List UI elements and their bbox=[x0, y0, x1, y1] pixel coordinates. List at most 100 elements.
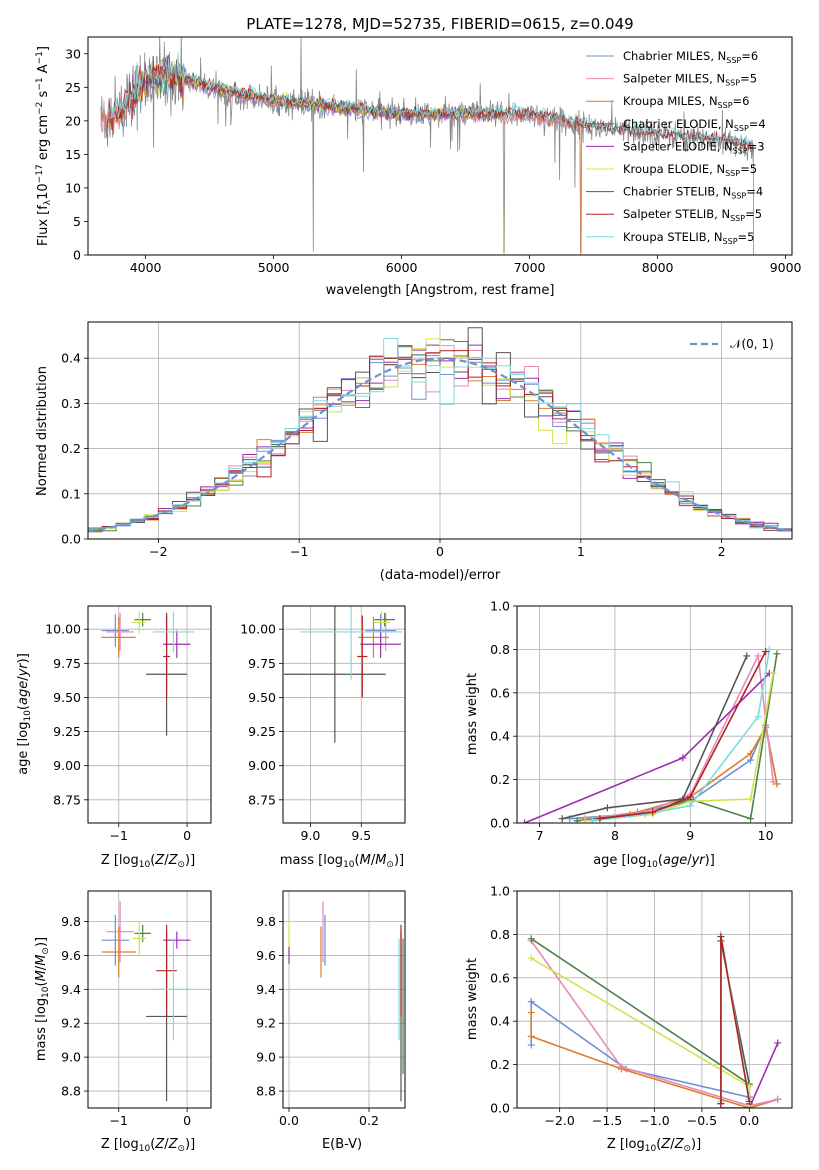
y-tick-label: 0.0 bbox=[490, 816, 510, 831]
x-tick-label: −1.0 bbox=[639, 1113, 669, 1128]
data-spectrum-line bbox=[100, 37, 754, 253]
x-tick-label: 0 bbox=[183, 1113, 191, 1128]
spectrum-legend: Chabrier MILES, NSSP=6 Salpeter MILES, NS… bbox=[586, 49, 766, 246]
y-tick-label: 9.50 bbox=[248, 690, 276, 705]
x-tick-label: −1 bbox=[110, 1113, 128, 1128]
svg-text:age [log10(age/yr)]: age [log10(age/yr)] bbox=[16, 653, 33, 775]
y-tick-label: 10.00 bbox=[45, 622, 81, 637]
x-tick-label: 4000 bbox=[130, 260, 162, 275]
y-tick-label: 8.75 bbox=[53, 792, 81, 807]
x-tick-label: 0.0 bbox=[279, 1113, 299, 1128]
panel-3-axes: 9.0 9.5 8.75 9.00 9.25 9.50 9.75 10.00 bbox=[240, 606, 405, 843]
histogram-plot bbox=[88, 327, 792, 533]
panel-0-axes: 4000 5000 6000 7000 8000 9000 0 5 10 15 20 25 30 bbox=[65, 46, 801, 275]
x-tick-label: 9000 bbox=[770, 260, 802, 275]
x-tick-label: 0 bbox=[183, 828, 191, 843]
svg-text:Z [log10(Z/Z⊙)]: Z [log10(Z/Z⊙)] bbox=[101, 1137, 195, 1154]
spectrum-x-label: wavelength [Angstrom, rest frame] bbox=[326, 283, 555, 298]
legend-label: Chabrier ELODIE, NSSP=4 bbox=[623, 117, 766, 133]
legend-normal-label: 𝒩(0, 1) bbox=[730, 337, 774, 351]
y-tick-label: 9.4 bbox=[256, 982, 276, 997]
y-tick-label: 9.2 bbox=[256, 1016, 276, 1031]
panel-7-axes: −2.0 −1.5 −1.0 −0.5 0.0 0.0 0.2 0.4 0.6 0.8 1.0 bbox=[490, 884, 792, 1128]
x-tick-label: 2 bbox=[718, 544, 726, 559]
residual-x-label: (data-model)/error bbox=[380, 568, 501, 583]
y-tick-label: 9.75 bbox=[53, 656, 81, 671]
y-tick-label: 0.2 bbox=[490, 772, 510, 787]
y-tick-label: 9.0 bbox=[61, 1050, 81, 1065]
y-tick-label: 0.8 bbox=[490, 927, 510, 942]
z-age-y-label: age [log10(age/yr)] bbox=[16, 653, 33, 775]
panel-6-frame bbox=[282, 890, 406, 1109]
massweight-age-x-label: age [log10(age/yr)] bbox=[593, 853, 715, 870]
x-tick-label: 8000 bbox=[642, 260, 674, 275]
panel-3-frame bbox=[282, 605, 406, 824]
x-tick-label: 10 bbox=[758, 828, 774, 843]
panel-6-axes: 0.0 0.2 8.8 9.0 9.2 9.4 9.6 9.8 bbox=[256, 891, 405, 1128]
y-tick-label: 20 bbox=[65, 113, 81, 128]
x-tick-label: −2 bbox=[149, 544, 167, 559]
massweight-z-y-label: mass weight bbox=[465, 958, 480, 1040]
panel-0-frame bbox=[87, 36, 793, 256]
y-tick-label: 0.6 bbox=[490, 685, 510, 700]
y-tick-label: 0 bbox=[73, 248, 81, 263]
svg-text:Z [log10(Z/Z⊙)]: Z [log10(Z/Z⊙)] bbox=[607, 1137, 701, 1154]
y-tick-label: 8.75 bbox=[248, 792, 276, 807]
y-tick-label: 9.6 bbox=[61, 948, 81, 963]
y-tick-label: 0.2 bbox=[61, 441, 81, 456]
hist-kroupa-stelib bbox=[88, 337, 792, 531]
x-tick-label: 8 bbox=[611, 828, 619, 843]
y-tick-label: 25 bbox=[65, 80, 81, 95]
x-tick-label: 9 bbox=[686, 828, 694, 843]
y-tick-label: 9.75 bbox=[248, 656, 276, 671]
y-tick-label: 0.8 bbox=[490, 642, 510, 657]
x-tick-label: 1 bbox=[577, 544, 585, 559]
y-tick-label: 9.25 bbox=[53, 724, 81, 739]
hist-salpeter-stelib bbox=[88, 350, 792, 530]
model-spectrum-kroupa-stelib bbox=[106, 52, 754, 255]
panel-2-frame bbox=[87, 605, 212, 824]
y-tick-label: 5 bbox=[73, 214, 81, 229]
x-tick-label: −1 bbox=[110, 828, 128, 843]
spectrum-y-label: Flux [fλ10−17 erg cm−2 s−1 A−1] bbox=[35, 46, 53, 246]
model-spectrum-chabrier-stelib bbox=[106, 56, 754, 255]
x-tick-label: 0 bbox=[436, 544, 444, 559]
errorbar-plot-3 bbox=[284, 606, 402, 743]
x-tick-label: 7 bbox=[536, 828, 544, 843]
svg-text:Z [log10(Z/Z⊙)]: Z [log10(Z/Z⊙)] bbox=[101, 853, 195, 870]
line-plot-4 bbox=[521, 645, 781, 823]
svg-text:mass [log10(M/M⊙)]: mass [log10(M/M⊙)] bbox=[280, 853, 404, 870]
panel-5-axes: −1 0 8.8 9.0 9.2 9.4 9.6 9.8 bbox=[61, 891, 211, 1128]
y-tick-label: 0.0 bbox=[61, 532, 81, 547]
legend-label: Salpeter ELODIE, NSSP=3 bbox=[623, 139, 765, 155]
residual-y-label: Normed distribution bbox=[35, 366, 50, 496]
y-tick-label: 9.00 bbox=[248, 758, 276, 773]
massweight-z-x-label: Z [log10(Z/Z⊙)] bbox=[607, 1137, 701, 1154]
x-tick-label: 7000 bbox=[514, 260, 546, 275]
y-tick-label: 9.0 bbox=[256, 1050, 276, 1065]
y-tick-label: 9.2 bbox=[61, 1016, 81, 1031]
series-chabrier-stelib bbox=[562, 655, 748, 820]
y-tick-label: 9.6 bbox=[256, 948, 276, 963]
x-tick-label: 0.0 bbox=[739, 1113, 759, 1128]
x-tick-label: −2.0 bbox=[544, 1113, 574, 1128]
y-tick-label: 10.00 bbox=[240, 622, 276, 637]
line-plot-7 bbox=[527, 930, 782, 1108]
panel-7-frame bbox=[516, 890, 793, 1109]
y-tick-label: 1.0 bbox=[490, 884, 510, 899]
legend-label: Salpeter MILES, NSSP=5 bbox=[623, 72, 757, 88]
y-tick-label: 0.4 bbox=[490, 1014, 510, 1029]
z-age-x-label: Z [log10(Z/Z⊙)] bbox=[101, 853, 195, 870]
legend-label: Kroupa ELODIE, NSSP=5 bbox=[623, 162, 757, 178]
x-tick-label: 9.5 bbox=[351, 828, 371, 843]
x-tick-label: −0.5 bbox=[687, 1113, 717, 1128]
z-mass-x-label: Z [log10(Z/Z⊙)] bbox=[101, 1137, 195, 1154]
x-tick-label: −1 bbox=[290, 544, 308, 559]
y-tick-label: 1.0 bbox=[490, 599, 510, 614]
series-salpeter-elodie bbox=[720, 1042, 779, 1108]
legend-label: Salpeter STELIB, NSSP=5 bbox=[623, 207, 762, 223]
figure-title: PLATE=1278, MJD=52735, FIBERID=0615, z=0… bbox=[246, 15, 633, 33]
svg-text:age [log10(age/yr)]: age [log10(age/yr)] bbox=[593, 853, 715, 870]
errorbar-plot-2 bbox=[101, 611, 194, 736]
panel-5-frame bbox=[87, 890, 212, 1109]
